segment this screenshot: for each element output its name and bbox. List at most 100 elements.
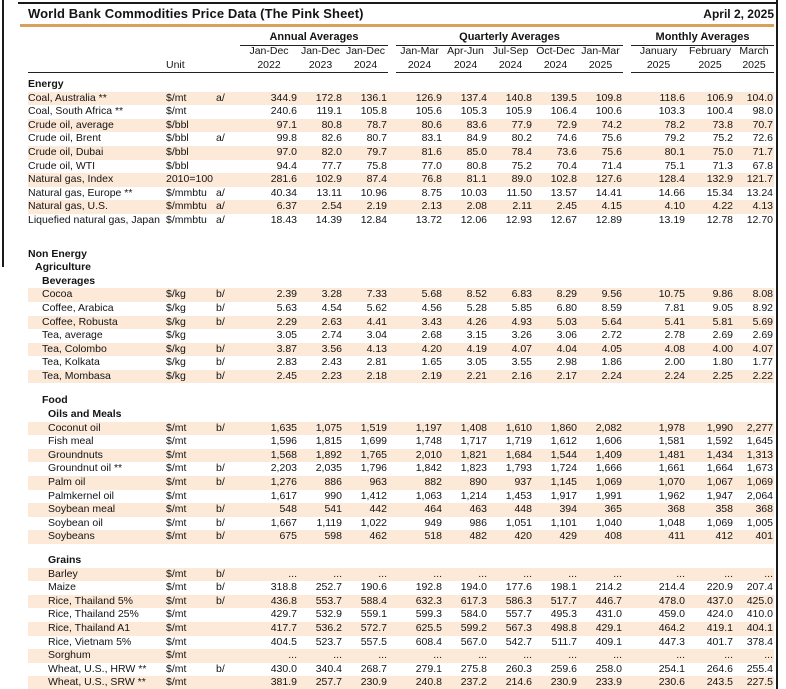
footnote-marker: b/ <box>216 503 225 516</box>
period-year-label: 2023 <box>308 59 333 71</box>
value-cell: 1,796 <box>360 462 387 475</box>
value-cell: 3.05 <box>466 356 487 369</box>
value-cell: 139.5 <box>550 91 577 104</box>
commodity-row: Liquefied natural gas, Japan $/mmbtu a/18.… <box>28 214 774 228</box>
value-cell: 517.7 <box>550 594 577 607</box>
value-cell: 447.3 <box>658 635 685 648</box>
value-cell: 442 <box>369 503 387 516</box>
footnote-marker <box>216 119 240 133</box>
commodity-label: Crude oil, WTI <box>28 159 96 172</box>
value-cell: 381.9 <box>270 676 297 689</box>
value-cell: 85.0 <box>466 145 487 158</box>
value-cell: 89.0 <box>511 173 532 186</box>
commodity-label: Coffee, Robusta <box>42 315 118 328</box>
value-cell: 1,453 <box>505 489 532 502</box>
value-cell: 1,684 <box>505 448 532 461</box>
commodity-row: Natural gas, Index 2010=100 281.6 102.9 87.4… <box>28 173 774 187</box>
value-cell: 281.6 <box>270 173 297 186</box>
commodity-row: Soybean meal $/mt b/548 541 442 464 463 448 394 3… <box>28 503 774 517</box>
value-cell: 8.08 <box>752 288 773 301</box>
value-cell: 2.23 <box>321 369 342 382</box>
value-cell: ... <box>613 649 622 662</box>
value-cell: 2.16 <box>511 369 532 382</box>
commodity-label: Groundnut oil ** <box>48 462 123 475</box>
unit-cell: $/bbl <box>166 118 189 131</box>
period-year-label: 2024 <box>498 59 523 71</box>
value-cell: 419.1 <box>706 621 733 634</box>
unit-cell: $/bbl <box>166 145 189 158</box>
value-cell: 431.0 <box>595 608 622 621</box>
section-header-row: Food <box>28 394 774 408</box>
value-cell: 2.22 <box>752 369 773 382</box>
footnote-marker: a/ <box>216 186 225 199</box>
value-cell: 625.5 <box>415 621 442 634</box>
value-cell: 279.1 <box>415 662 442 675</box>
commodity-row: Rice, Vietnam 5% $/mt 404.5 523.7 557.5 608.4… <box>28 636 774 650</box>
value-cell: 557.7 <box>505 608 532 621</box>
value-cell: 532.9 <box>315 608 342 621</box>
value-cell: 1,717 <box>460 435 487 448</box>
value-cell: ... <box>433 649 442 662</box>
value-cell: 106.9 <box>706 91 733 104</box>
value-cell: ... <box>724 649 733 662</box>
value-cell: ... <box>433 567 442 580</box>
commodity-label: Natural gas, Index <box>28 173 114 186</box>
value-cell: 1,544 <box>550 448 577 461</box>
value-cell: ... <box>523 567 532 580</box>
value-cell: 140.8 <box>505 91 532 104</box>
value-cell: ... <box>478 649 487 662</box>
value-cell: 498.8 <box>550 621 577 634</box>
value-cell: 102.9 <box>315 173 342 186</box>
value-cell: 77.0 <box>421 159 442 172</box>
commodity-row: Fish meal $/mt 1,596 1,815 1,699 1,748 1,717 1,… <box>28 435 774 449</box>
value-cell: ... <box>764 649 773 662</box>
value-cell: 1,612 <box>550 435 577 448</box>
commodity-row: Natural gas, Europe ** $/mmbtu a/40.34 13.1… <box>28 187 774 201</box>
value-cell: 599.2 <box>460 621 487 634</box>
value-cell: 80.2 <box>511 132 532 145</box>
column-group-monthly: Monthly Averages <box>631 30 774 46</box>
value-cell: 4.56 <box>421 301 442 314</box>
footnote-marker: b/ <box>216 356 225 369</box>
value-cell: 220.9 <box>706 581 733 594</box>
value-cell: 1.65 <box>421 356 442 369</box>
value-cell: 103.3 <box>658 105 685 118</box>
value-cell: 2.69 <box>752 329 773 342</box>
value-cell: 1,666 <box>595 462 622 475</box>
value-cell: 75.0 <box>712 145 733 158</box>
value-cell: 15.34 <box>706 186 733 199</box>
commodity-label: Soybeans <box>48 530 95 543</box>
commodity-row: Cocoa $/kg b/2.39 3.28 7.33 5.68 8.52 6.83 8.29 9… <box>28 288 774 302</box>
value-cell: 12.78 <box>706 213 733 226</box>
value-cell: 104.0 <box>746 91 773 104</box>
value-cell: 98.0 <box>752 105 773 118</box>
section-header-row: Energy <box>28 78 774 92</box>
value-cell: 177.6 <box>505 581 532 594</box>
value-cell: 567.0 <box>460 635 487 648</box>
footnote-marker: b/ <box>216 462 225 475</box>
commodity-row: Tea, Kolkata $/kg b/2.83 2.43 2.81 1.65 3.05 3.… <box>28 356 774 370</box>
value-cell: 2.74 <box>321 329 342 342</box>
commodity-row: Coal, South Africa ** $/mt 240.6 119.1 105.8… <box>28 105 774 119</box>
value-cell: 949 <box>424 516 442 529</box>
value-cell: 240.8 <box>415 676 442 689</box>
value-cell: 254.1 <box>658 662 685 675</box>
period-label: Jan-Dec <box>249 45 289 57</box>
value-cell: ... <box>288 649 297 662</box>
commodity-label: Rice, Thailand A1 <box>48 621 131 634</box>
value-cell: 318.8 <box>270 581 297 594</box>
commodity-label: Palmkernel oil <box>48 489 114 502</box>
value-cell: 99.8 <box>276 132 297 145</box>
value-cell: 8.52 <box>466 288 487 301</box>
unit-cell: $/mt <box>166 105 187 118</box>
value-cell: 632.3 <box>415 594 442 607</box>
commodity-label: Palm oil <box>48 476 86 489</box>
footnote-marker <box>216 449 240 463</box>
value-cell: 97.0 <box>276 145 297 158</box>
value-cell: 3.05 <box>276 329 297 342</box>
value-cell: 411 <box>668 530 685 543</box>
value-cell: ... <box>724 567 733 580</box>
spacer-row <box>28 228 774 248</box>
value-cell: 2.69 <box>712 329 733 342</box>
value-cell: 13.19 <box>658 213 685 226</box>
